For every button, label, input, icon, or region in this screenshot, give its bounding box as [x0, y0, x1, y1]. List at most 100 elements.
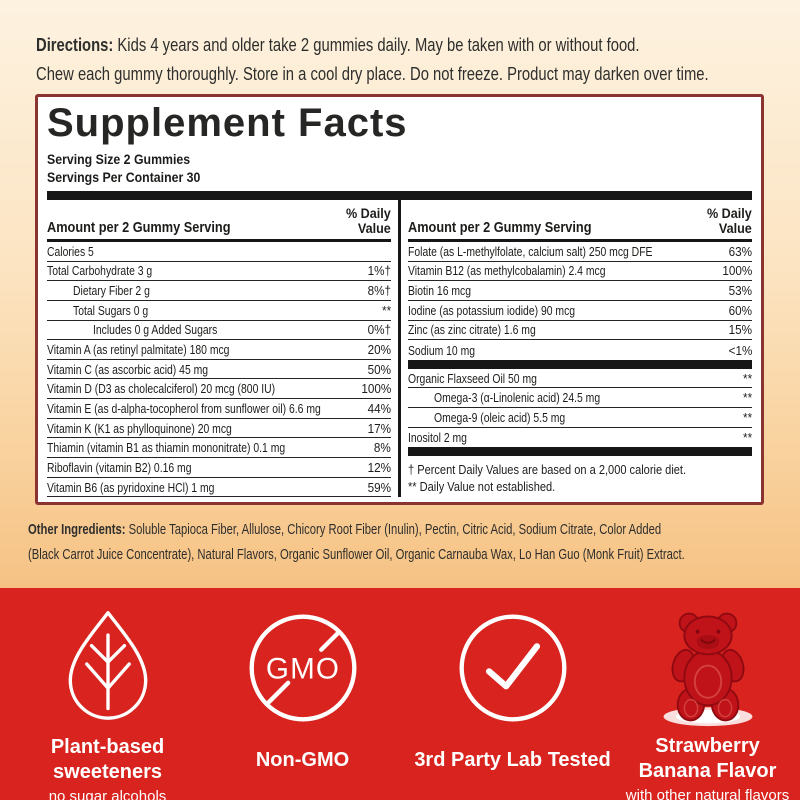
other-ingredients-label: Other Ingredients: — [28, 521, 126, 538]
nutrient-row: Vitamin D (D3 as cholecalciferol) 20 mcg… — [47, 379, 392, 400]
feature-badge-band: Plant-based sweeteners no sugar alcohols… — [0, 588, 800, 800]
badge-title: 3rd Party Lab Tested — [414, 749, 611, 771]
nutrient-daily-value: <1% — [728, 342, 752, 358]
column-right: Amount per 2 Gummy Serving % Daily Value… — [407, 200, 752, 497]
gummy-bear-icon — [656, 606, 760, 734]
section-divider-bar — [407, 447, 752, 457]
amount-header: Amount per 2 Gummy Serving — [47, 219, 231, 236]
directions-line1: Kids 4 years and older take 2 gummies da… — [117, 34, 640, 55]
badge-non-gmo: GMO Non-GMO — [205, 608, 400, 800]
nutrient-daily-value: 1%† — [367, 263, 392, 279]
other-ingredients: Other Ingredients: Soluble Tapioca Fiber… — [28, 517, 800, 567]
nutrient-name: Vitamin C (as ascorbic acid) 45 mg — [47, 361, 209, 377]
nutrient-name: Folate (as L-methylfolate, calcium salt)… — [407, 243, 653, 259]
label-top-background: Directions: Kids 4 years and older take … — [0, 0, 800, 588]
nutrient-daily-value: 17% — [367, 420, 392, 436]
nutrient-name: Inositol 2 mg — [407, 430, 467, 446]
badge-flavor: Strawberry Banana Flavor with other natu… — [625, 608, 790, 800]
badge-subtitle: with other natural flavors — [625, 787, 790, 800]
other-ingredients-line1: Soluble Tapioca Fiber, Allulose, Chicory… — [128, 521, 662, 538]
nutrient-row: Omega-9 (oleic acid) 5.5 mg ** — [407, 408, 752, 428]
svg-text:GMO: GMO — [265, 652, 339, 685]
nutrient-daily-value: ** — [742, 409, 752, 425]
nutrient-name: Dietary Fiber 2 g — [73, 283, 150, 299]
nutrient-row: Total Carbohydrate 3 g 1%† — [47, 262, 392, 282]
checkmark-circle-icon — [456, 611, 570, 730]
nutrient-name: Thiamin (vitamin B1 as thiamin mononitra… — [47, 440, 286, 456]
nutrient-name: Riboflavin (vitamin B2) 0.16 mg — [47, 459, 192, 475]
column-left: Amount per 2 Gummy Serving % Daily Value… — [47, 200, 392, 498]
nutrient-row: Thiamin (vitamin B1 as thiamin mononitra… — [47, 438, 392, 459]
nutrient-name: Total Carbohydrate 3 g — [47, 263, 153, 279]
nutrient-name: Vitamin D (D3 as cholecalciferol) 20 mcg… — [47, 381, 276, 397]
nutrient-name: Includes 0 g Added Sugars — [93, 322, 218, 338]
nutrient-daily-value: 53% — [728, 283, 752, 299]
nutrient-name: Biotin 16 mcg — [407, 283, 471, 299]
nutrient-row: Vitamin B12 (as methylcobalamin) 2.4 mcg… — [407, 262, 752, 282]
nutrient-daily-value: 12% — [367, 459, 392, 475]
nutrient-rows-left: Calories 5 Total Carbohydrate 3 g 1%† Dieta… — [47, 242, 392, 498]
nutrient-row: Vitamin B6 (as pyridoxine HCl) 1 mg 59% — [47, 478, 392, 498]
nutrient-name: Vitamin B6 (as pyridoxine HCl) 1 mg — [47, 479, 215, 495]
amount-header: Amount per 2 Gummy Serving — [407, 219, 592, 236]
nutrient-row: Vitamin A (as retinyl palmitate) 180 mcg… — [47, 340, 392, 360]
nutrient-row: Zinc (as zinc citrate) 1.6 mg 15% — [407, 321, 752, 341]
nutrient-name: Sodium 10 mg — [407, 342, 475, 358]
nutrient-row: Vitamin K (K1 as phylloquinone) 20 mcg 17… — [47, 419, 392, 439]
column-left-header: Amount per 2 Gummy Serving % Daily Value — [47, 200, 392, 242]
footnote-daily-value: † Percent Daily Values are based on a 2,… — [407, 462, 686, 478]
nutrient-daily-value: 59% — [367, 479, 392, 495]
footnote-not-established: ** Daily Value not established. — [407, 478, 555, 494]
leaf-icon — [59, 608, 157, 727]
daily-value-header: % Daily Value — [707, 205, 752, 236]
nutrient-row: Inositol 2 mg ** — [408, 428, 752, 448]
panel-title: Supplement Facts — [47, 101, 408, 145]
badge-title: Strawberry Banana Flavor — [638, 735, 777, 782]
directions-label: Directions: — [36, 34, 114, 55]
badge-plant-based: Plant-based sweeteners no sugar alcohols — [10, 608, 205, 800]
nutrient-row: Sodium 10 mg <1% — [408, 340, 752, 360]
nutrient-name: Omega-3 (α-Linolenic acid) 24.5 mg — [433, 390, 600, 406]
column-right-header: Amount per 2 Gummy Serving % Daily Value — [407, 200, 752, 242]
nutrient-row: Riboflavin (vitamin B2) 0.16 mg 12% — [47, 458, 392, 478]
nutrient-row: Vitamin C (as ascorbic acid) 45 mg 50% — [47, 360, 392, 380]
directions-text: Directions: Kids 4 years and older take … — [36, 30, 800, 88]
nutrient-name: Vitamin E (as d-alpha-tocopherol from su… — [47, 400, 321, 416]
badge-subtitle: no sugar alcohols — [48, 788, 167, 800]
directions-line2: Chew each gummy thoroughly. Store in a c… — [36, 63, 709, 84]
nutrient-daily-value: 0%† — [367, 322, 392, 338]
serving-size: Serving Size 2 Gummies — [47, 151, 191, 167]
nutrient-name: Zinc (as zinc citrate) 1.6 mg — [407, 322, 536, 338]
non-gmo-icon: GMO — [246, 611, 360, 730]
nutrient-row: Calories 5 — [47, 242, 392, 262]
badge-title: Non-GMO — [255, 749, 350, 771]
nutrient-row: Iodine (as potassium iodide) 90 mcg 60% — [407, 301, 752, 321]
nutrient-row: Includes 0 g Added Sugars 0%† — [47, 321, 392, 341]
nutrient-daily-value: 8%† — [367, 283, 392, 299]
nutrient-name: Total Sugars 0 g — [73, 302, 149, 318]
nutrient-name: Organic Flaxseed Oil 50 mg — [407, 370, 537, 386]
nutrient-daily-value: 20% — [367, 342, 392, 358]
nutrient-name: Vitamin A (as retinyl palmitate) 180 mcg — [47, 342, 230, 358]
nutrient-daily-value: ** — [742, 430, 752, 446]
footnotes: † Percent Daily Values are based on a 2,… — [408, 456, 752, 495]
nutrient-row: Organic Flaxseed Oil 50 mg ** — [407, 369, 752, 389]
nutrient-row: Folate (as L-methylfolate, calcium salt)… — [407, 242, 752, 262]
servings-per-container: Servings Per Container 30 — [47, 168, 201, 185]
supplement-facts-panel: Supplement Facts Serving Size 2 Gummies … — [35, 94, 764, 505]
nutrient-row: Biotin 16 mcg 53% — [407, 281, 752, 301]
nutrient-daily-value: 63% — [728, 243, 752, 259]
nutrient-daily-value: 50% — [367, 361, 392, 377]
header-divider-bar — [47, 191, 752, 200]
nutrient-name: Vitamin K (K1 as phylloquinone) 20 mcg — [47, 420, 232, 436]
nutrition-columns: Amount per 2 Gummy Serving % Daily Value… — [47, 200, 752, 498]
nutrient-daily-value: 15% — [728, 322, 752, 338]
nutrient-name: Calories 5 — [47, 243, 94, 259]
nutrient-rows-right: Folate (as L-methylfolate, calcium salt)… — [407, 242, 752, 457]
nutrient-daily-value: 44% — [367, 400, 392, 416]
badge-title: Plant-based sweeteners — [50, 736, 165, 783]
nutrient-row: Vitamin E (as d-alpha-tocopherol from su… — [47, 399, 392, 419]
other-ingredients-line2: (Black Carrot Juice Concentrate), Natura… — [28, 546, 685, 563]
section-divider-bar — [407, 359, 752, 369]
